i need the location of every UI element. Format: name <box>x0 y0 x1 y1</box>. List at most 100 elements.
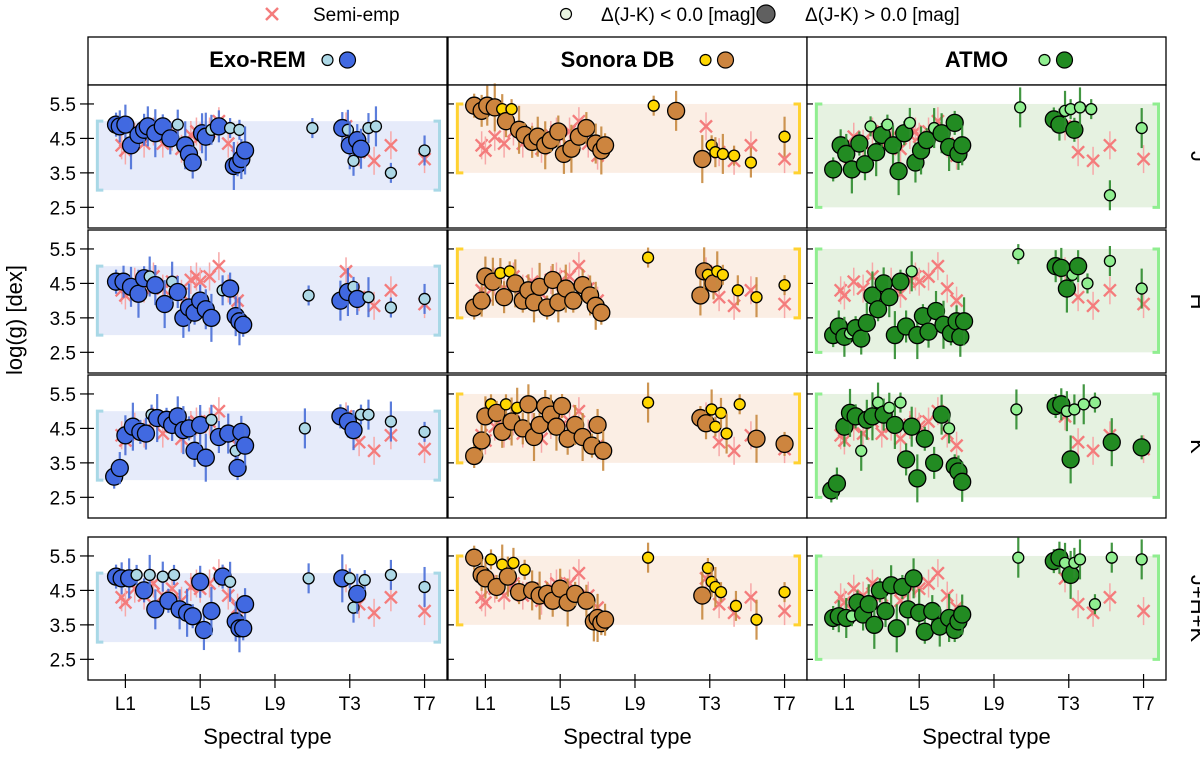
marker-small-circle <box>343 572 356 585</box>
y-axis-title: log(g) [dex] <box>2 265 27 375</box>
point-small <box>744 147 758 178</box>
point-small <box>205 404 218 435</box>
marker-large-circle <box>110 458 129 478</box>
marker-small-circle <box>1105 551 1118 564</box>
marker-small-circle <box>1081 277 1094 290</box>
semi-emp-point <box>874 419 889 448</box>
y-tick-label: 2.5 <box>50 198 76 219</box>
marker-small-circle <box>1103 254 1117 268</box>
bracket-right <box>793 392 802 465</box>
point-large <box>693 135 712 184</box>
panel-sonora-db-k <box>447 374 808 519</box>
semi-emp-point <box>837 281 852 310</box>
grid-span-brackets <box>455 247 802 320</box>
point-small <box>302 563 315 594</box>
point-large <box>1050 108 1069 141</box>
semi-emp-cross <box>384 283 398 298</box>
x-tick-label: T3 <box>339 694 361 715</box>
header-box <box>447 36 808 86</box>
marker-small-circle <box>499 398 513 411</box>
semi-emp-cross <box>417 442 432 456</box>
semi-emp-point <box>118 588 133 617</box>
semi-emp-point <box>572 559 586 588</box>
model-points <box>106 256 431 346</box>
point-large <box>666 90 686 131</box>
semi-emp-cross <box>744 138 758 153</box>
point-small <box>1012 537 1025 578</box>
marker-large-circle <box>666 101 686 120</box>
y-tick-label: 4.5 <box>50 274 76 295</box>
marker-small-circle <box>362 408 375 421</box>
marker-large-circle <box>344 420 363 440</box>
point-small <box>1103 180 1117 211</box>
x-axis-title: Spectral type <box>922 724 1050 749</box>
marker-large-circle <box>924 453 944 473</box>
semi-emp-cross <box>727 443 741 458</box>
legend-marker-cross <box>265 7 279 21</box>
semi-emp-cross <box>367 298 381 313</box>
point-small <box>343 568 356 589</box>
point-large <box>859 584 878 625</box>
x-tick-label: L1 <box>115 694 136 715</box>
point-large <box>775 431 794 456</box>
point-large <box>594 430 613 471</box>
marker-small-circle <box>1135 121 1148 135</box>
semi-emp-cross <box>572 566 586 581</box>
point-small <box>518 559 531 580</box>
panel-frame <box>806 536 1167 681</box>
marker-small-circle <box>384 568 398 582</box>
point-small <box>130 564 143 585</box>
semi-emp-cross <box>487 129 502 144</box>
bracket-right <box>1152 102 1161 209</box>
model-points <box>106 554 431 653</box>
marker-small-circle <box>418 292 431 306</box>
semi-emp-cross <box>1086 153 1100 168</box>
point-small <box>143 554 156 595</box>
semi-emp-cross <box>912 274 927 289</box>
point-large <box>487 400 506 425</box>
point-large <box>1102 418 1121 467</box>
point-large <box>543 263 562 296</box>
point-small <box>855 430 868 471</box>
marker-small-circle <box>750 291 763 304</box>
semi-emp-cross <box>712 597 726 612</box>
header-box <box>87 36 448 86</box>
semi-emp-cross <box>367 153 381 168</box>
semi-emp-cross <box>856 281 870 296</box>
marker-small-circle <box>942 422 956 435</box>
panel-exo-rem-j-h-k <box>87 536 448 681</box>
y-tick-label: 5.5 <box>50 240 76 261</box>
header-model-name: ATMO <box>945 47 1008 72</box>
point-large <box>194 610 214 651</box>
header-marker-large <box>716 51 735 69</box>
semi-emp-cross <box>837 595 852 610</box>
marker-small-circle <box>905 265 918 278</box>
marker-small-circle <box>143 568 156 582</box>
semi-emp-cross <box>912 581 927 596</box>
marker-large-circle <box>951 327 970 346</box>
marker-small-circle <box>171 118 184 131</box>
marker-large-circle <box>953 136 972 155</box>
point-small <box>362 277 375 318</box>
point-large <box>887 604 906 653</box>
semi-emp-cross <box>1071 435 1085 450</box>
y-tick-label: 2.5 <box>50 343 76 364</box>
marker-small-circle <box>778 585 791 599</box>
point-large <box>146 265 165 306</box>
marker-small-circle <box>518 563 531 576</box>
marker-large-circle <box>850 134 869 153</box>
bracket-right <box>1152 392 1161 499</box>
point-large <box>234 312 253 337</box>
marker-large-circle <box>235 141 255 160</box>
bracket-right <box>433 264 442 337</box>
point-large <box>344 410 363 451</box>
point-small <box>903 107 916 138</box>
point-small <box>369 106 383 147</box>
point-large <box>953 125 972 166</box>
marker-small-circle <box>720 427 733 440</box>
marker-large-circle <box>543 270 562 290</box>
marker-large-circle <box>919 322 938 341</box>
panel-frame <box>806 374 1167 519</box>
marker-small-circle <box>1085 102 1098 116</box>
semi-emp-point <box>940 274 955 303</box>
